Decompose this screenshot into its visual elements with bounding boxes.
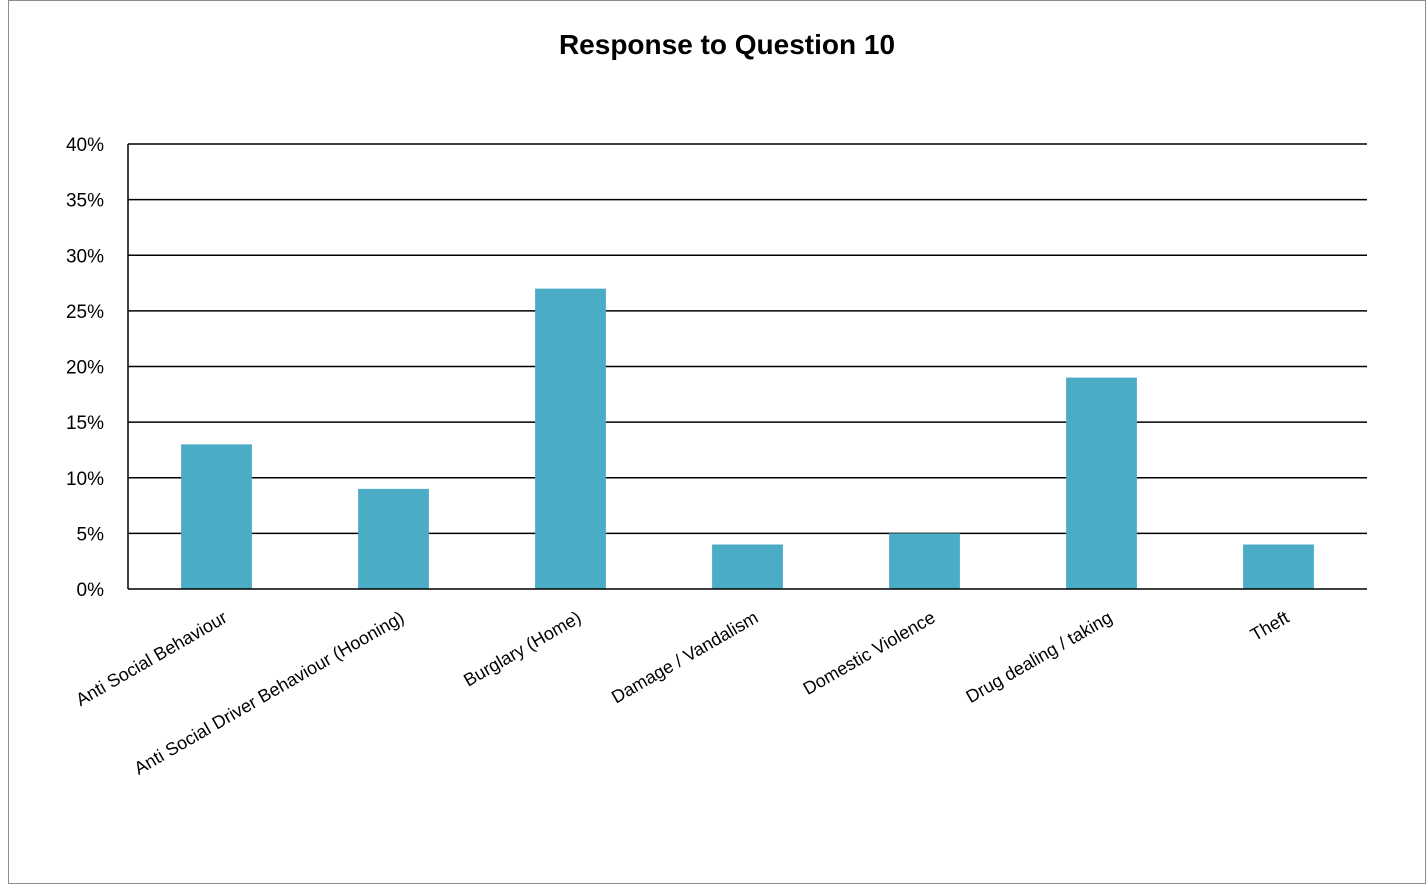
bar (1066, 377, 1137, 589)
y-tick-label: 30% (66, 246, 104, 267)
bars (181, 288, 1314, 589)
y-tick-label: 5% (77, 524, 105, 545)
x-category-label: Anti Social Driver Behaviour (Hooning) (131, 607, 408, 778)
bar (358, 488, 429, 589)
x-category-label: Anti Social Behaviour (72, 607, 230, 710)
axes (127, 144, 1367, 590)
gridlines (128, 143, 1367, 535)
y-tick-label: 40% (66, 135, 104, 156)
y-tick-label: 20% (66, 358, 104, 379)
y-axis-tick-labels: 0% 5% 10% 15% 20% 25% 30% 35% 40% (66, 135, 104, 601)
y-tick-label: 15% (66, 413, 104, 434)
bar (712, 544, 783, 589)
y-tick-label: 35% (66, 191, 104, 212)
y-tick-label: 0% (77, 580, 105, 601)
bar (889, 533, 960, 589)
x-category-label: Drug dealing / taking (963, 607, 1116, 707)
chart-title: Response to Question 10 (559, 29, 895, 60)
bar (535, 288, 606, 589)
bar (1243, 544, 1314, 589)
x-category-label: Domestic Violence (800, 607, 939, 699)
x-category-label: Damage / Vandalism (608, 607, 762, 707)
bar (181, 444, 252, 589)
y-tick-label: 25% (66, 302, 104, 323)
x-category-label: Burglary (Home) (460, 607, 584, 690)
x-category-label: Theft (1247, 607, 1293, 645)
chart-frame (8, 0, 1426, 884)
y-tick-label: 10% (66, 469, 104, 490)
